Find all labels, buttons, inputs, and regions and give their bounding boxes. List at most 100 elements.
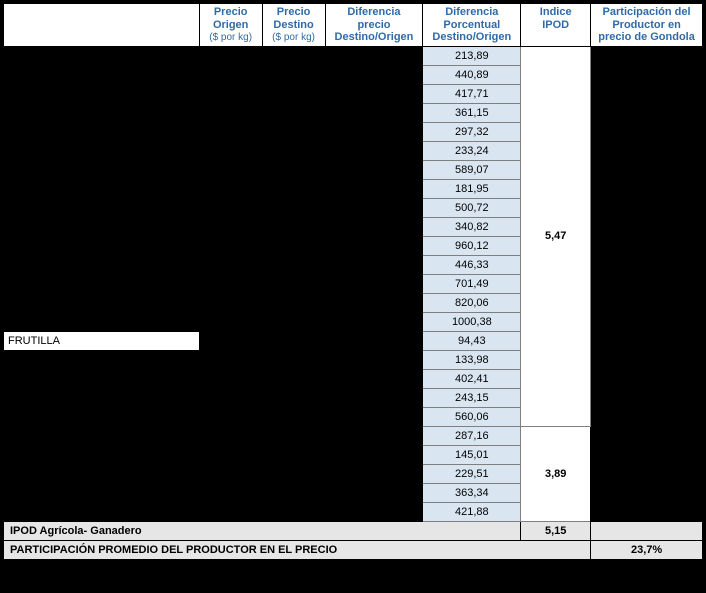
diff-porcentual-cell: 500,72 [423, 198, 521, 217]
blank-cell [4, 445, 200, 464]
header-participacion: Participación del Productor en precio de… [591, 4, 703, 47]
summary-indice: 5,15 [521, 521, 591, 540]
blank-cell [4, 217, 200, 236]
blank-cell [262, 236, 325, 255]
blank-cell [262, 255, 325, 274]
diff-porcentual-cell: 1000,38 [423, 312, 521, 331]
blank-cell [199, 255, 262, 274]
blank-cell [4, 464, 200, 483]
blank-cell [199, 369, 262, 388]
diff-porcentual-cell: 133,98 [423, 350, 521, 369]
blank-cell [262, 122, 325, 141]
blank-cell [199, 426, 262, 445]
blank-cell [199, 502, 262, 521]
blank-cell [262, 141, 325, 160]
blank-cell [199, 445, 262, 464]
blank-cell [262, 464, 325, 483]
diff-porcentual-cell: 589,07 [423, 160, 521, 179]
blank-cell [325, 331, 423, 350]
blank-cell [262, 483, 325, 502]
diff-porcentual-cell: 421,88 [423, 502, 521, 521]
blank-cell [199, 198, 262, 217]
summary-row-ipod: IPOD Agrícola- Ganadero5,15 [4, 521, 703, 540]
diff-porcentual-cell: 181,95 [423, 179, 521, 198]
diff-porcentual-cell: 145,01 [423, 445, 521, 464]
blank-cell [262, 388, 325, 407]
diff-porcentual-cell: 229,51 [423, 464, 521, 483]
diff-porcentual-cell: 213,89 [423, 46, 521, 65]
product-label: FRUTILLA [4, 331, 200, 350]
blank-cell [325, 255, 423, 274]
blank-cell [262, 46, 325, 65]
indice-ipod-cell: 3,89 [521, 426, 591, 521]
blank-cell [325, 274, 423, 293]
diff-porcentual-cell: 287,16 [423, 426, 521, 445]
blank-cell [325, 179, 423, 198]
blank-cell [4, 369, 200, 388]
blank-cell [4, 255, 200, 274]
blank-cell [4, 141, 200, 160]
table-row: 213,895,47 [4, 46, 703, 65]
diff-porcentual-cell: 340,82 [423, 217, 521, 236]
blank-cell [199, 350, 262, 369]
summary-label: PARTICIPACIÓN PROMEDIO DEL PRODUCTOR EN … [4, 540, 591, 559]
blank-cell [591, 46, 703, 521]
blank-cell [199, 331, 262, 350]
diff-porcentual-cell: 417,71 [423, 84, 521, 103]
diff-porcentual-cell: 701,49 [423, 274, 521, 293]
blank-cell [199, 388, 262, 407]
blank-cell [4, 46, 200, 65]
header-precio-destino: Precio Destino($ por kg) [262, 4, 325, 47]
blank-cell [325, 312, 423, 331]
blank-cell [4, 198, 200, 217]
diff-porcentual-cell: 960,12 [423, 236, 521, 255]
header-blank [4, 4, 200, 47]
blank-cell [325, 141, 423, 160]
diff-porcentual-cell: 820,06 [423, 293, 521, 312]
blank-cell [199, 236, 262, 255]
blank-cell [4, 293, 200, 312]
header-row: Precio Origen($ por kg) Precio Destino($… [4, 4, 703, 47]
blank-cell [4, 426, 200, 445]
blank-cell [325, 350, 423, 369]
blank-cell [199, 312, 262, 331]
blank-cell [199, 407, 262, 426]
blank-cell [4, 502, 200, 521]
header-indice-ipod: Indice IPOD [521, 4, 591, 47]
blank-cell [199, 84, 262, 103]
blank-cell [325, 426, 423, 445]
blank-cell [4, 122, 200, 141]
summary-row-participacion: PARTICIPACIÓN PROMEDIO DEL PRODUCTOR EN … [4, 540, 703, 559]
blank-cell [4, 103, 200, 122]
diff-porcentual-cell: 402,41 [423, 369, 521, 388]
blank-cell [325, 160, 423, 179]
blank-cell [262, 312, 325, 331]
blank-cell [4, 65, 200, 84]
blank-cell [325, 483, 423, 502]
blank-cell [4, 483, 200, 502]
ipod-table: Precio Origen($ por kg) Precio Destino($… [3, 3, 703, 560]
blank-cell [262, 426, 325, 445]
blank-cell [325, 103, 423, 122]
summary-participacion-value: 23,7% [591, 540, 703, 559]
header-diferencia-precio: Diferencia precio Destino/Origen [325, 4, 423, 47]
blank-cell [262, 407, 325, 426]
summary-label: IPOD Agrícola- Ganadero [4, 521, 521, 540]
blank-cell [262, 502, 325, 521]
blank-cell [4, 84, 200, 103]
blank-cell [325, 293, 423, 312]
blank-cell [262, 331, 325, 350]
blank-cell [199, 293, 262, 312]
diff-porcentual-cell: 297,32 [423, 122, 521, 141]
diff-porcentual-cell: 560,06 [423, 407, 521, 426]
blank-cell [262, 65, 325, 84]
blank-cell [325, 198, 423, 217]
blank-cell [199, 179, 262, 198]
blank-cell [325, 65, 423, 84]
blank-cell [262, 160, 325, 179]
blank-cell [262, 274, 325, 293]
diff-porcentual-cell: 243,15 [423, 388, 521, 407]
diff-porcentual-cell: 440,89 [423, 65, 521, 84]
header-diferencia-porcentual: Diferencia Porcentual Destino/Origen [423, 4, 521, 47]
blank-cell [4, 312, 200, 331]
